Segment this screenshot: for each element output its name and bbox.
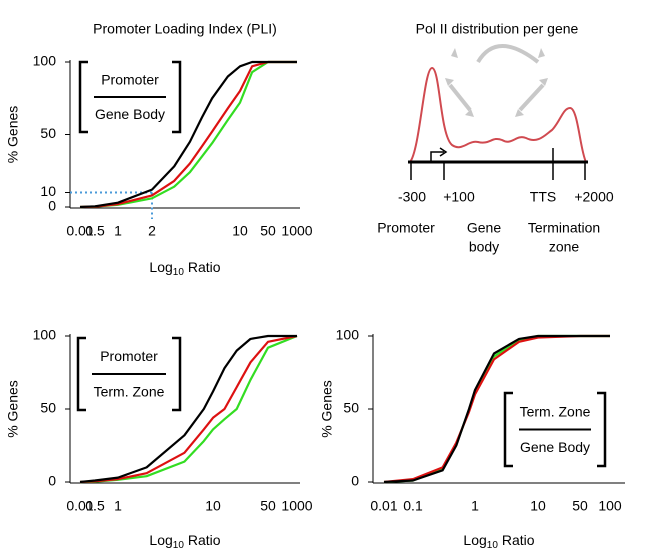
y-tick-label: 0 (48, 198, 56, 214)
x-tick-label: 10 (232, 223, 248, 239)
x-tick-label: 1 (114, 223, 122, 239)
cdf-line (79, 60, 297, 209)
x-tick-label: 10 (530, 498, 546, 514)
x-tick-label: 0.01 (66, 498, 93, 514)
arrow (518, 83, 545, 112)
ratio-numerator: Promoter (101, 72, 159, 88)
x-axis-label-main: Log (463, 532, 486, 548)
x-axis-label-rest: Ratio (188, 259, 221, 275)
x-axis-label: Log10 Ratio (149, 259, 220, 278)
bracket (503, 391, 607, 468)
x-axis-label: Log10 Ratio (149, 532, 220, 551)
x-axis-label-main: Log (149, 259, 172, 275)
chart-panel: Promoter Loading Index (PLI)% GenesLog10… (5, 21, 313, 278)
y-tick-label: 0 (48, 473, 56, 489)
y-tick-label: 50 (40, 400, 56, 416)
ratio-numerator: Promoter (100, 348, 158, 364)
x-axis-label-sub: 10 (173, 267, 185, 278)
cdf-line (79, 60, 297, 209)
pol2-diagram: Pol II distribution per gene -300 +100 T… (377, 21, 614, 255)
x-tick-label: 0.01 (66, 223, 93, 239)
tss-arrow-head (439, 147, 448, 157)
x-tick-label: 50 (260, 223, 276, 239)
bracket (78, 60, 182, 134)
x-tick-label: 1 (471, 498, 479, 514)
x-tick-label: 0.01 (370, 498, 397, 514)
position-ticks (410, 148, 586, 180)
ratio-denominator: Term. Zone (94, 383, 165, 399)
x-tick-label: 50 (572, 498, 588, 514)
x-axis-label-rest: Ratio (502, 532, 535, 548)
chart-title: Promoter Loading Index (PLI) (93, 21, 277, 37)
position-label: +2000 (574, 189, 614, 205)
x-tick-label: 1 (114, 498, 122, 514)
y-tick-label: 50 (40, 125, 56, 141)
y-tick-label: 10 (40, 183, 56, 199)
position-label: TTS (530, 189, 556, 205)
x-tick-label: 50 (260, 498, 276, 514)
x-tick-label: 1000 (281, 498, 312, 514)
position-label: -300 (398, 189, 426, 205)
y-tick-label: 50 (343, 400, 359, 416)
position-label: +100 (443, 189, 475, 205)
y-axis-label: % Genes (5, 380, 21, 438)
y-axis-label: % Genes (5, 106, 21, 164)
x-tick-label: 0.5 (85, 498, 105, 514)
y-tick-label: 0 (351, 473, 359, 489)
y-tick-label: 100 (33, 53, 57, 69)
polii-profile (409, 66, 587, 163)
x-axis-label-main: Log (149, 532, 172, 548)
tss-arrow (430, 151, 444, 162)
y-tick-label: 100 (336, 327, 360, 343)
region-label: zone (549, 239, 580, 255)
x-tick-label: 10 (205, 498, 221, 514)
x-axis-label-sub: 10 (173, 540, 185, 551)
cdf-line (79, 334, 297, 484)
cdf-line (383, 334, 610, 484)
region-label: body (469, 239, 499, 255)
y-tick-label: 100 (33, 327, 57, 343)
region-label: Promoter (377, 220, 435, 236)
x-tick-label: 100 (598, 498, 622, 514)
y-axis-label: % Genes (319, 380, 335, 438)
x-tick-label: 0.5 (85, 223, 105, 239)
region-label: Gene (467, 220, 501, 236)
bracket (76, 336, 182, 412)
x-axis-label: Log10 Ratio (463, 532, 534, 551)
cdf-line (79, 334, 298, 484)
ratio-numerator: Term. Zone (520, 403, 591, 419)
x-axis-label-rest: Ratio (188, 532, 221, 548)
diagram-title: Pol II distribution per gene (416, 21, 579, 37)
x-tick-label: 1000 (281, 223, 312, 239)
ratio-denominator: Gene Body (520, 439, 590, 455)
x-tick-label: 0.1 (403, 498, 423, 514)
ratio-denominator: Gene Body (95, 106, 165, 122)
x-axis-label-sub: 10 (487, 540, 499, 551)
arrow (476, 44, 540, 64)
region-label: Termination (528, 220, 600, 236)
arrow (448, 83, 472, 112)
x-tick-label: 2 (148, 223, 156, 239)
